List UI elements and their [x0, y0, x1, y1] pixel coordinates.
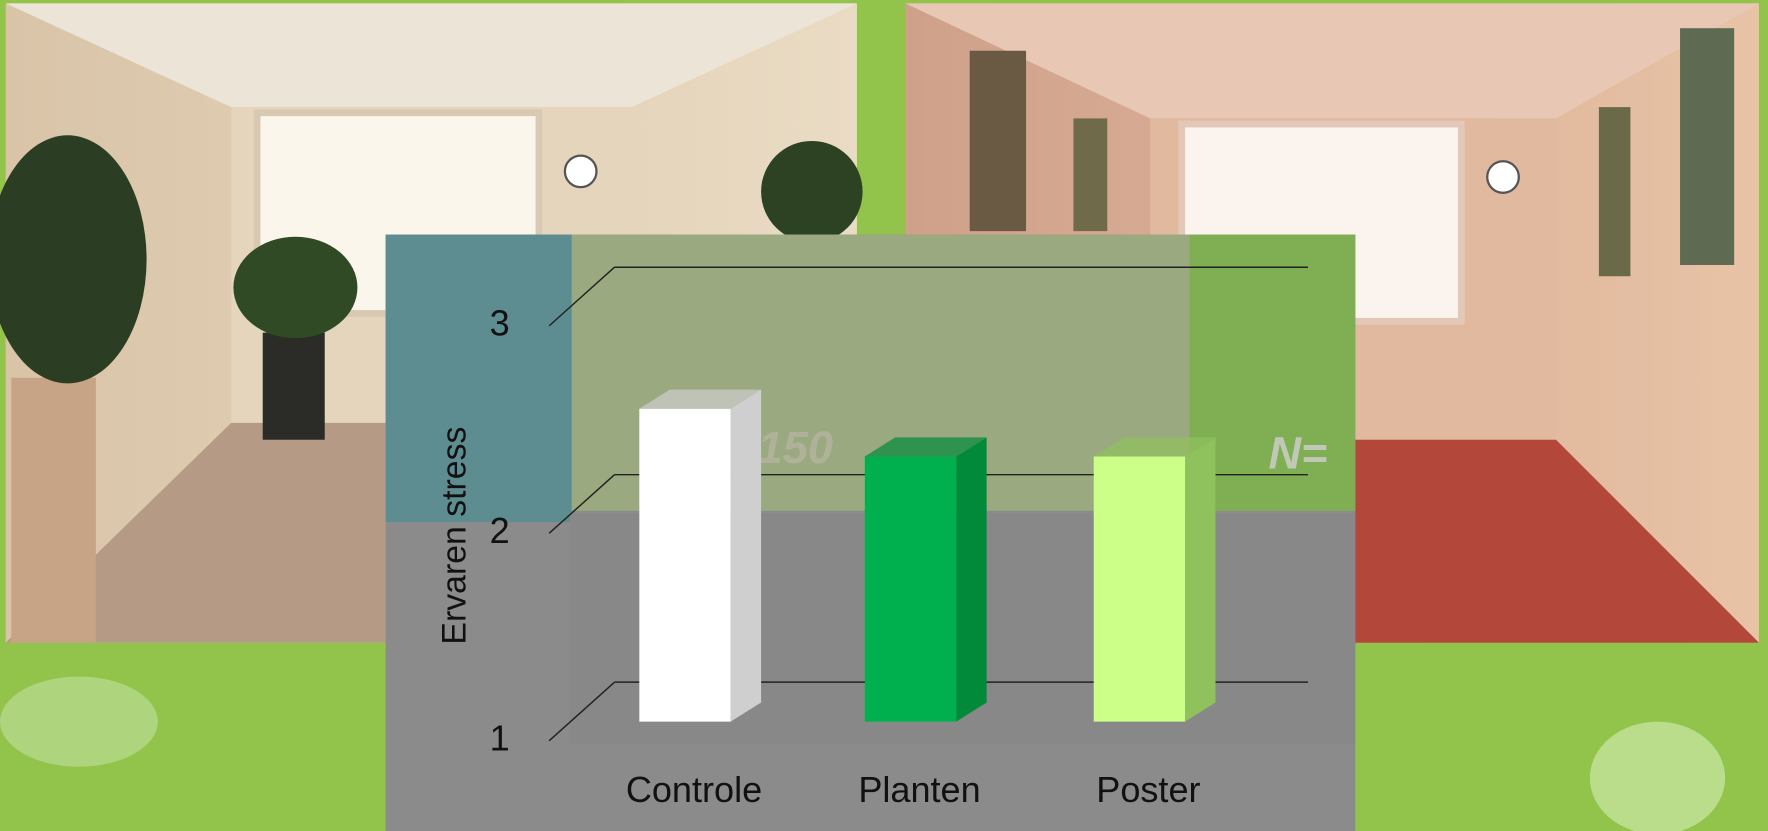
bar [864, 456, 957, 722]
y-axis-label: Ervaren stress [436, 427, 474, 645]
y-tick-label: 3 [490, 302, 510, 343]
overlay-text: 150 [758, 422, 833, 473]
x-tick-label: Poster [1096, 769, 1200, 810]
bar-top [639, 389, 762, 409]
overlay-text: N= [1268, 428, 1327, 479]
bar-side [1185, 437, 1216, 722]
bar-side [730, 389, 762, 722]
y-tick-label: 2 [490, 510, 510, 551]
grid-line [548, 266, 616, 327]
bar [1093, 456, 1186, 722]
grid-line [548, 474, 616, 534]
bar [639, 408, 731, 722]
bar-top [1093, 437, 1216, 457]
grid-line [548, 681, 616, 742]
x-tick-label: Controle [626, 769, 762, 810]
y-tick-label: 1 [490, 717, 510, 758]
chart: 150 N= 1 2 3 Ervaren stress Controle Planten Pos… [385, 234, 1356, 831]
bar-top [864, 437, 987, 457]
x-tick-label: Planten [858, 769, 980, 810]
bar-side [956, 437, 987, 722]
